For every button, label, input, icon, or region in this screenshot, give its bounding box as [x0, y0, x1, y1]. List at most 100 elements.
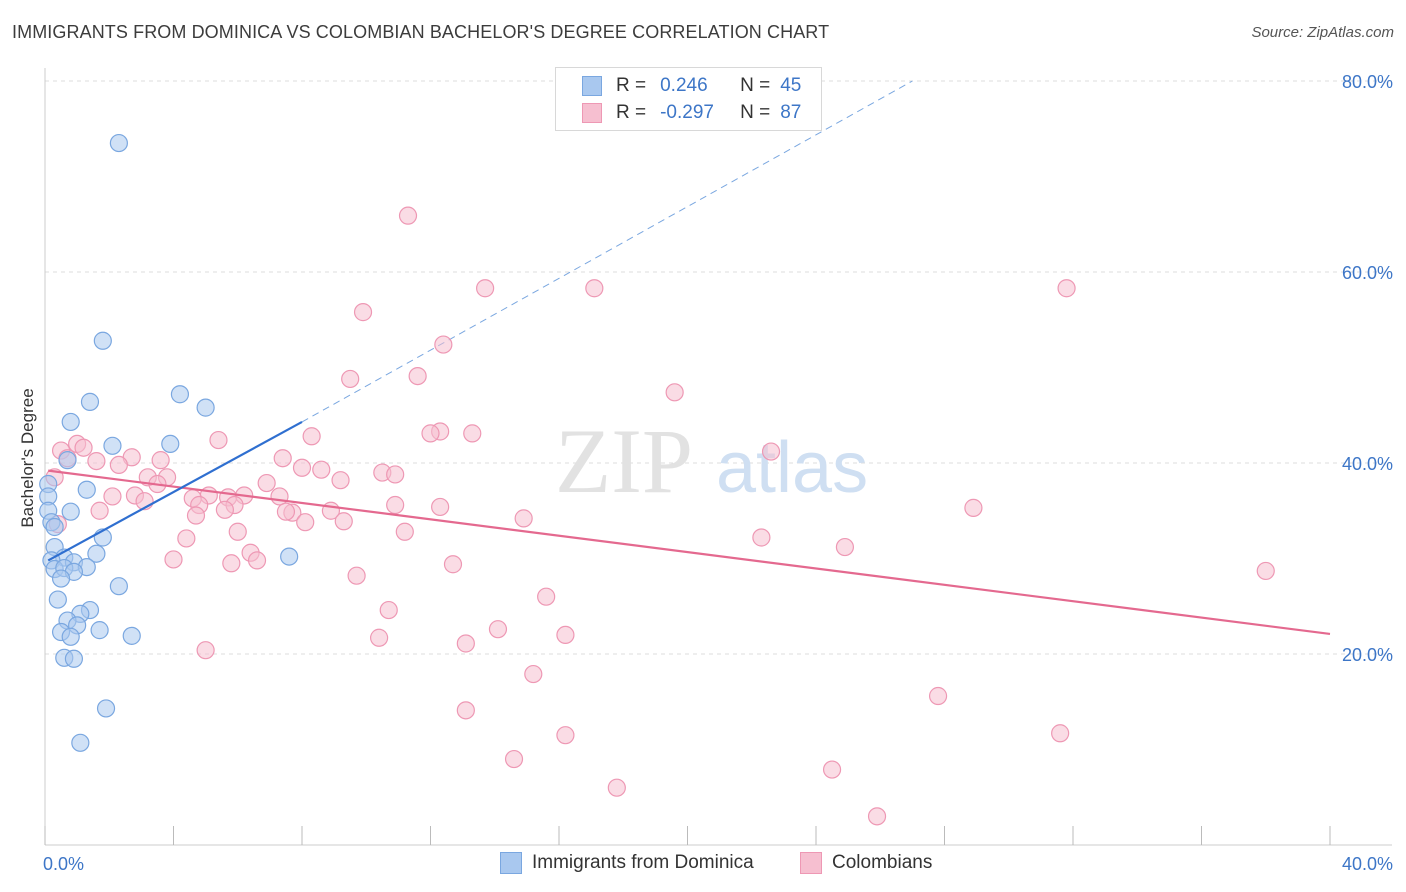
point-dominica	[51, 569, 71, 588]
point-colombians	[386, 465, 405, 484]
point-colombians	[463, 424, 482, 443]
data-points	[39, 133, 1331, 826]
point-colombians	[276, 502, 296, 521]
y-axis-label: Bachelor's Degree	[18, 388, 37, 527]
grid-lines	[45, 80, 1392, 655]
point-dominica	[90, 621, 109, 640]
axes	[44, 68, 1392, 846]
y-tick-label: 40.0%	[1342, 454, 1393, 474]
bottom-legend-label: Immigrants from Dominica	[532, 852, 754, 873]
point-colombians	[514, 509, 533, 528]
point-colombians	[867, 807, 887, 826]
point-colombians	[928, 686, 948, 706]
legend: R = 0.246 N = 45 R = -0.297 N = 87	[555, 67, 822, 131]
point-colombians	[585, 279, 604, 298]
point-dominica	[61, 627, 80, 646]
point-dominica	[122, 626, 141, 645]
point-colombians	[822, 760, 842, 779]
point-dominica	[87, 544, 106, 563]
legend-swatch-dominica	[582, 76, 602, 96]
point-colombians	[292, 458, 312, 477]
x-tick-label: 0.0%	[43, 854, 84, 874]
point-colombians	[347, 566, 366, 585]
bottom-legend-item-dominica: Immigrants from Dominica	[500, 852, 754, 874]
point-colombians	[164, 550, 183, 569]
point-colombians	[74, 438, 93, 457]
point-colombians	[109, 455, 128, 475]
legend-r-value: -0.297	[660, 102, 714, 123]
point-colombians	[257, 473, 276, 493]
point-colombians	[334, 512, 353, 531]
point-colombians	[386, 495, 405, 515]
point-dominica	[64, 649, 84, 668]
point-dominica	[280, 547, 299, 566]
point-colombians	[504, 749, 524, 769]
point-dominica	[161, 434, 180, 453]
point-colombians	[186, 506, 206, 525]
y-tick-label: 60.0%	[1342, 263, 1393, 283]
point-colombians	[228, 522, 247, 541]
point-colombians	[607, 778, 626, 797]
point-colombians	[341, 369, 360, 389]
source-label: Source: ZipAtlas.com	[1251, 24, 1394, 41]
point-dominica	[80, 392, 100, 411]
point-colombians	[273, 449, 292, 468]
point-colombians	[209, 430, 228, 450]
point-colombians	[247, 551, 267, 570]
legend-row-dominica: R = 0.246 N = 45	[582, 73, 801, 99]
point-colombians	[312, 460, 331, 479]
y-tick-label: 20.0%	[1342, 645, 1393, 665]
point-colombians	[270, 487, 289, 506]
point-colombians	[370, 628, 389, 647]
point-colombians	[87, 451, 106, 471]
point-colombians	[556, 726, 575, 745]
point-colombians	[524, 664, 543, 684]
point-colombians	[665, 383, 684, 402]
point-colombians	[296, 513, 315, 532]
bottom-legend: Immigrants from Dominica Colombians	[0, 852, 1406, 878]
trendline-dominica-extension	[301, 80, 913, 423]
point-dominica	[196, 398, 215, 417]
point-dominica	[170, 385, 190, 404]
point-colombians	[488, 620, 508, 639]
point-colombians	[395, 522, 414, 541]
legend-r-label: R =	[616, 102, 647, 123]
point-colombians	[421, 424, 440, 443]
trend-lines	[301, 80, 913, 423]
tick-labels: 20.0% 40.0% 60.0% 80.0% 0.0% 40.0%	[43, 72, 1393, 874]
trendline-colombians	[48, 469, 1331, 636]
legend-swatch-colombians	[582, 103, 602, 123]
point-dominica	[58, 451, 77, 470]
point-colombians	[302, 427, 321, 446]
point-colombians	[90, 501, 109, 520]
point-colombians	[434, 335, 453, 354]
point-dominica	[71, 733, 90, 752]
watermark: ZIP atlas	[555, 410, 868, 512]
point-colombians	[196, 641, 215, 660]
bottom-legend-swatch-colombians	[800, 852, 822, 874]
watermark-atlas: atlas	[716, 428, 868, 508]
y-tick-label: 80.0%	[1342, 72, 1393, 92]
legend-n-value: 87	[780, 102, 802, 123]
point-dominica	[45, 517, 64, 537]
point-colombians	[408, 366, 427, 386]
point-colombians	[835, 537, 855, 557]
point-dominica	[109, 133, 128, 153]
point-dominica	[93, 331, 112, 350]
trendline-dominica	[47, 420, 303, 562]
x-tick-label: 40.0%	[1342, 854, 1393, 874]
point-colombians	[103, 487, 122, 506]
bottom-legend-label: Colombians	[832, 852, 933, 873]
point-colombians	[1256, 561, 1275, 581]
point-colombians	[443, 555, 463, 574]
bottom-legend-swatch-dominica	[500, 852, 522, 874]
point-colombians	[431, 497, 450, 517]
point-dominica	[96, 699, 116, 718]
legend-n-label: N =	[740, 102, 771, 123]
point-dominica	[103, 436, 122, 455]
point-dominica	[77, 480, 96, 499]
point-colombians	[331, 471, 350, 490]
legend-r-value: 0.246	[660, 75, 708, 96]
watermark-zip: ZIP	[555, 410, 693, 512]
